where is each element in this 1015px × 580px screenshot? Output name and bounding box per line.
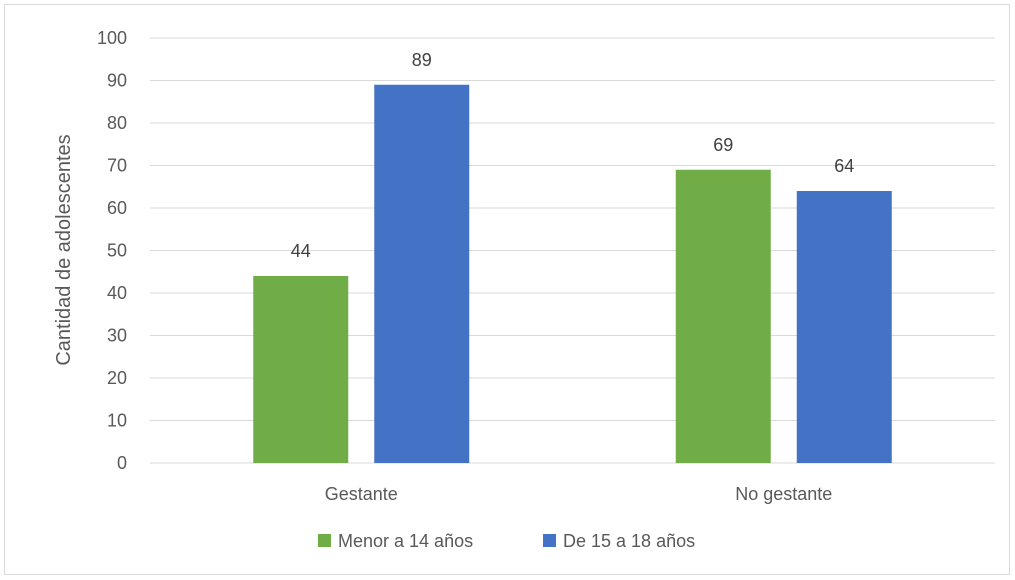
data-label: 89	[412, 50, 432, 70]
data-label: 44	[291, 241, 311, 261]
bar	[796, 191, 892, 463]
y-tick-label: 30	[107, 326, 127, 346]
legend-swatch	[318, 534, 331, 547]
y-tick-label: 90	[107, 71, 127, 91]
y-axis-title: Cantidad de adolescentes	[53, 134, 75, 365]
x-category-label: No gestante	[735, 484, 832, 504]
y-tick-label: 20	[107, 368, 127, 388]
bar	[253, 276, 349, 463]
y-axis-ticks: 0 10 20 30 40 50 60 70 80 90 100	[97, 28, 127, 473]
x-axis-categories: Gestante No gestante	[325, 484, 833, 504]
y-tick-label: 80	[107, 113, 127, 133]
bar	[374, 84, 470, 463]
data-label: 69	[713, 135, 733, 155]
y-tick-label: 60	[107, 198, 127, 218]
data-labels: 44 89 69 64	[291, 50, 855, 261]
y-tick-label: 40	[107, 283, 127, 303]
bars	[253, 84, 892, 463]
legend-label: De 15 a 18 años	[563, 531, 695, 551]
y-tick-label: 10	[107, 411, 127, 431]
y-tick-label: 0	[117, 453, 127, 473]
y-tick-label: 100	[97, 28, 127, 48]
y-tick-label: 50	[107, 241, 127, 261]
data-label: 64	[834, 156, 854, 176]
y-tick-label: 70	[107, 156, 127, 176]
bar	[675, 169, 771, 463]
legend-label: Menor a 14 años	[338, 531, 473, 551]
legend-swatch	[543, 534, 556, 547]
x-category-label: Gestante	[325, 484, 398, 504]
legend: Menor a 14 años De 15 a 18 años	[318, 531, 695, 551]
